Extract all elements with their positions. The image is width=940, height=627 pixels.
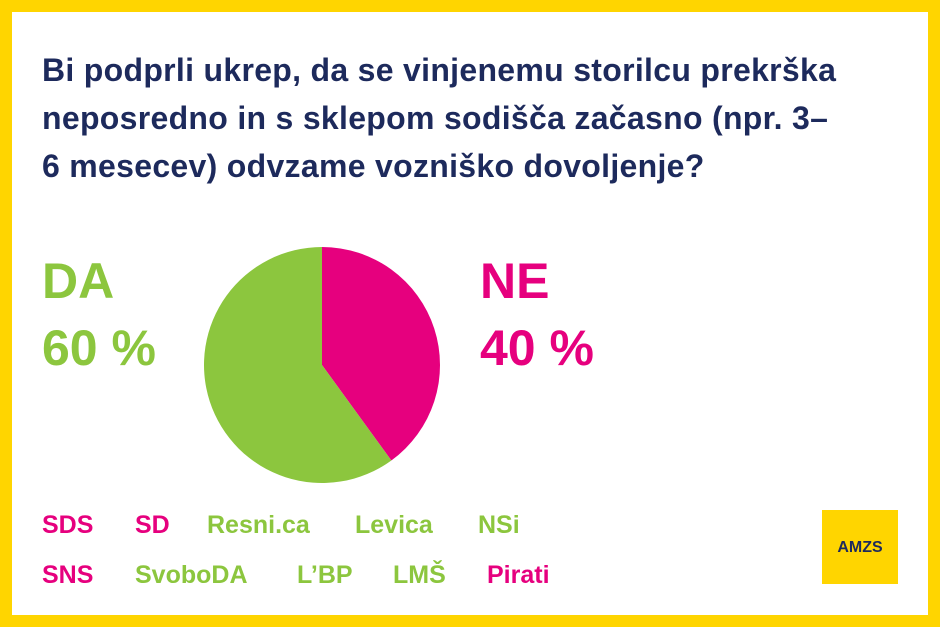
logo: AMZS (837, 539, 883, 556)
pie-slice (204, 246, 392, 483)
party-name: Levica (355, 511, 434, 539)
party-name: SD (135, 511, 170, 539)
party-name: NSi (478, 511, 520, 539)
party-name: SvoboDA (135, 561, 248, 589)
pie-slice (322, 247, 441, 461)
party-name: LMŠ (393, 559, 446, 589)
party-name: Pirati (487, 561, 550, 589)
logo-box (822, 510, 898, 584)
slice-category: NE (480, 253, 549, 309)
party-name: SNS (42, 561, 93, 589)
slice-value-label: 60 % (42, 320, 156, 376)
chart: AMZS DA 60 % NE 40 % SDS SD Resni.ca Levica NSi S… (42, 246, 898, 589)
slice-value-label: 40 % (480, 320, 594, 376)
party-name: Resni.ca (207, 511, 311, 539)
party-name: L’BP (297, 561, 353, 589)
chart-title: Bi podprli ukrep, da se vinjenemu storil… (42, 52, 837, 184)
party-name: SDS (42, 511, 93, 539)
slice-category: DA (42, 253, 114, 309)
